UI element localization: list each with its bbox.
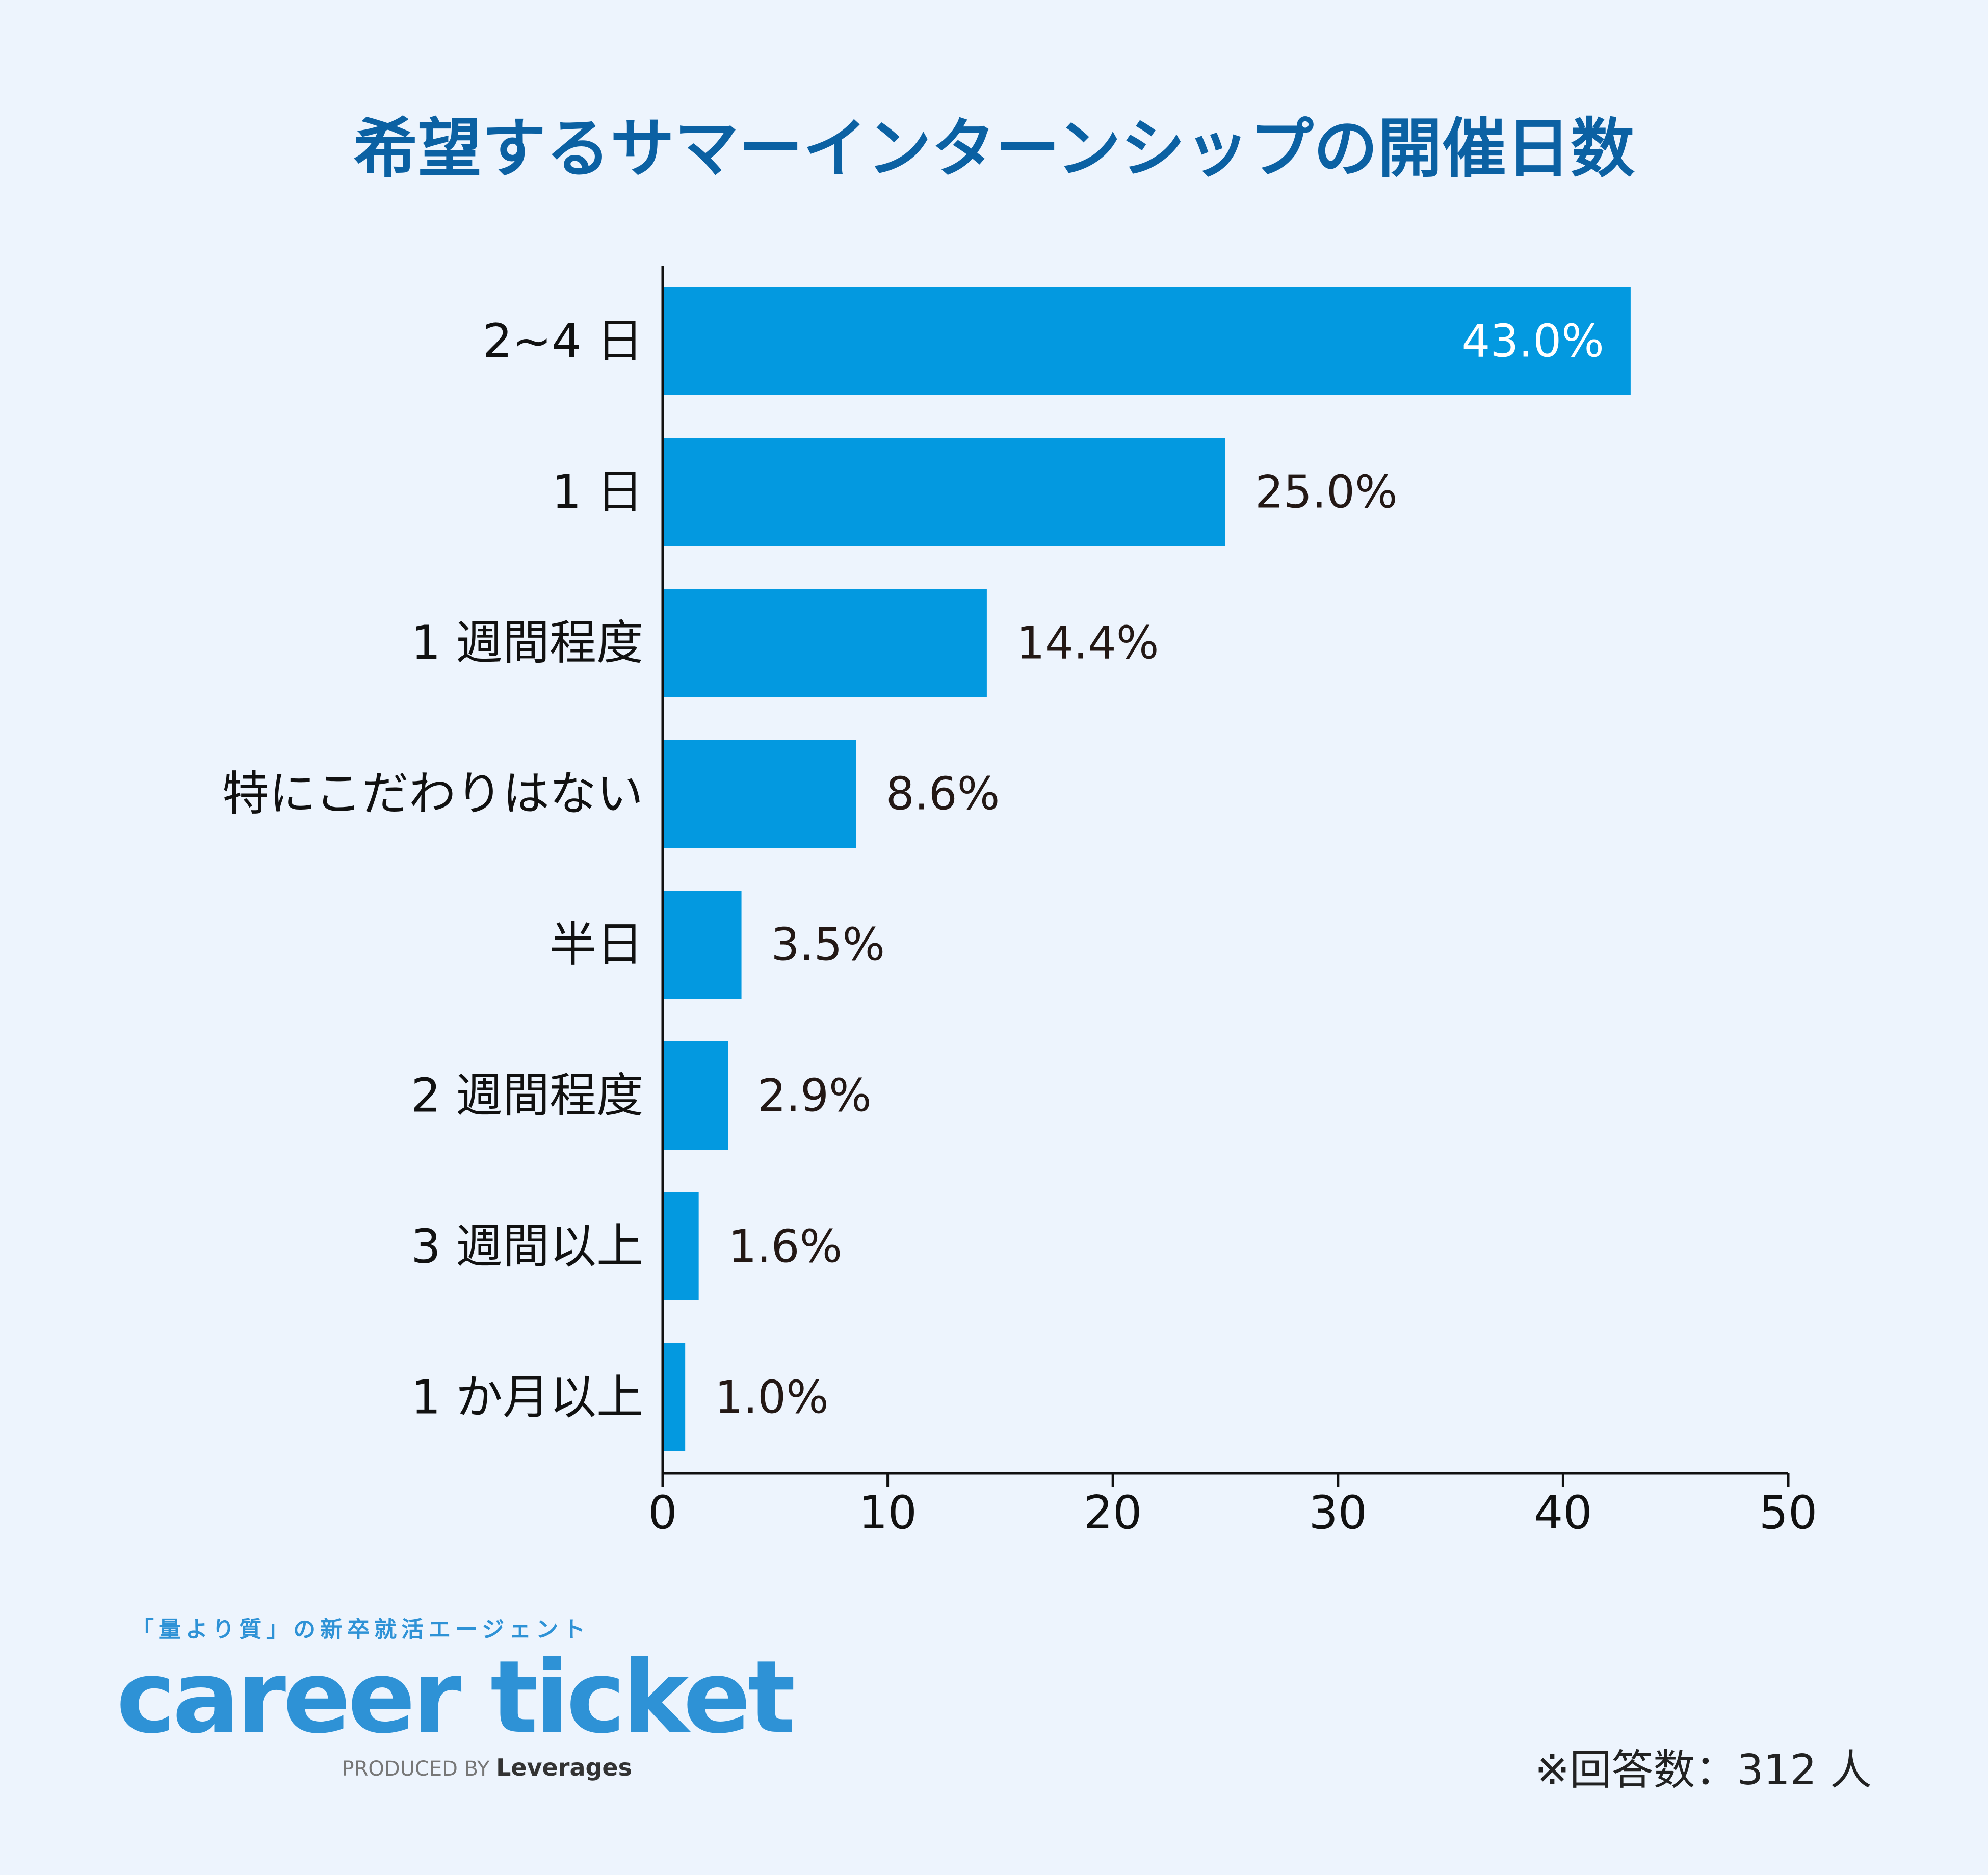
x-tick-label-10: 10 <box>858 1486 917 1540</box>
value-label-5: 3.5% <box>771 919 885 971</box>
x-tick-label-50: 50 <box>1759 1486 1818 1540</box>
value-label-2: 25.0% <box>1255 466 1398 518</box>
value-label-8: 1.0% <box>715 1371 829 1424</box>
bar-4 <box>663 740 856 848</box>
bar-2 <box>663 438 1225 546</box>
bar-5 <box>663 891 742 999</box>
career-ticket-logo: career ticket <box>116 1639 796 1756</box>
respondent-count-note: ※回答数：312 人 <box>1534 1746 1872 1794</box>
bar-7 <box>663 1192 699 1300</box>
value-label-3: 14.4% <box>1016 617 1159 669</box>
x-tick-label-40: 40 <box>1534 1486 1592 1540</box>
bar-6 <box>663 1041 728 1150</box>
brand-tagline: 「量より質」の新卒就活エージェント <box>132 1617 590 1643</box>
chart-title: 希望するサマーインターンシップの開催日数 <box>353 111 1635 186</box>
leverages-logo: Leverages <box>496 1754 632 1781</box>
category-label-8: 1 か月以上 <box>411 1370 643 1425</box>
category-label-2: 1 日 <box>552 465 643 519</box>
category-label-4: 特にこだわりはない <box>222 767 643 821</box>
x-tick-label-0: 0 <box>648 1486 677 1540</box>
category-label-6: 2 週間程度 <box>411 1069 643 1123</box>
x-tick-label-20: 20 <box>1084 1486 1142 1540</box>
value-label-7: 1.6% <box>728 1220 843 1273</box>
value-label-6: 2.9% <box>757 1070 872 1122</box>
brand-block: 「量より質」の新卒就活エージェント career ticket PRODUCED… <box>116 1611 796 1781</box>
produced-by-line: PRODUCED BY Leverages <box>116 1754 632 1781</box>
value-label-1: 43.0% <box>1461 315 1604 368</box>
category-label-3: 1 週間程度 <box>411 616 643 670</box>
category-label-5: 半日 <box>550 918 643 972</box>
value-label-4: 8.6% <box>886 768 1000 820</box>
produced-by-text: PRODUCED BY <box>342 1757 490 1781</box>
category-label-7: 3 週間以上 <box>411 1219 643 1274</box>
bar-3 <box>663 589 987 697</box>
x-tick-label-30: 30 <box>1309 1486 1368 1540</box>
plot-area: 2~4 日 43.0% 1 日 25.0% 1 週間程度 14.4% 特にこだわりはない 8.… <box>222 266 1817 1540</box>
category-label-1: 2~4 日 <box>483 314 643 369</box>
bar-8 <box>663 1343 686 1451</box>
bar-1 <box>663 287 1631 395</box>
